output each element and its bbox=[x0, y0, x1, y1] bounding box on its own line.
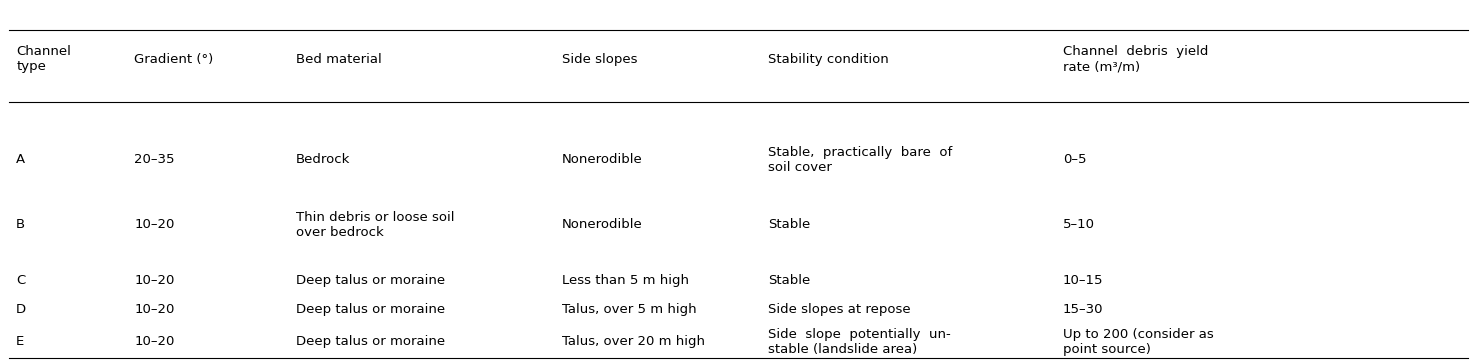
Text: 10–20: 10–20 bbox=[134, 218, 174, 231]
Text: Bed material: Bed material bbox=[297, 53, 383, 66]
Text: Side slopes at repose: Side slopes at repose bbox=[768, 303, 911, 316]
Text: D: D bbox=[16, 303, 27, 316]
Text: Side  slope  potentially  un-
stable (landslide area): Side slope potentially un- stable (lands… bbox=[768, 328, 951, 356]
Text: 10–15: 10–15 bbox=[1063, 274, 1103, 287]
Text: Bedrock: Bedrock bbox=[297, 154, 350, 166]
Text: Less than 5 m high: Less than 5 m high bbox=[561, 274, 688, 287]
Text: Channel
type: Channel type bbox=[16, 45, 71, 73]
Text: Channel  debris  yield
rate (m³/m): Channel debris yield rate (m³/m) bbox=[1063, 45, 1208, 73]
Text: Deep talus or moraine: Deep talus or moraine bbox=[297, 335, 446, 348]
Text: 10–20: 10–20 bbox=[134, 335, 174, 348]
Text: Talus, over 20 m high: Talus, over 20 m high bbox=[561, 335, 705, 348]
Text: Stable,  practically  bare  of
soil cover: Stable, practically bare of soil cover bbox=[768, 146, 953, 174]
Text: Nonerodible: Nonerodible bbox=[561, 218, 642, 231]
Text: E: E bbox=[16, 335, 25, 348]
Text: Talus, over 5 m high: Talus, over 5 m high bbox=[561, 303, 696, 316]
Text: Stable: Stable bbox=[768, 218, 811, 231]
Text: 10–20: 10–20 bbox=[134, 303, 174, 316]
Text: Deep talus or moraine: Deep talus or moraine bbox=[297, 274, 446, 287]
Text: C: C bbox=[16, 274, 25, 287]
Text: Nonerodible: Nonerodible bbox=[561, 154, 642, 166]
Text: A: A bbox=[16, 154, 25, 166]
Text: Thin debris or loose soil
over bedrock: Thin debris or loose soil over bedrock bbox=[297, 211, 455, 239]
Text: 5–10: 5–10 bbox=[1063, 218, 1094, 231]
Text: 15–30: 15–30 bbox=[1063, 303, 1103, 316]
Text: B: B bbox=[16, 218, 25, 231]
Text: 20–35: 20–35 bbox=[134, 154, 174, 166]
Text: Side slopes: Side slopes bbox=[561, 53, 637, 66]
Text: Gradient (°): Gradient (°) bbox=[134, 53, 213, 66]
Text: Stability condition: Stability condition bbox=[768, 53, 889, 66]
Text: 0–5: 0–5 bbox=[1063, 154, 1086, 166]
Text: Up to 200 (consider as
point source): Up to 200 (consider as point source) bbox=[1063, 328, 1214, 356]
Text: 10–20: 10–20 bbox=[134, 274, 174, 287]
Text: Stable: Stable bbox=[768, 274, 811, 287]
Text: Deep talus or moraine: Deep talus or moraine bbox=[297, 303, 446, 316]
